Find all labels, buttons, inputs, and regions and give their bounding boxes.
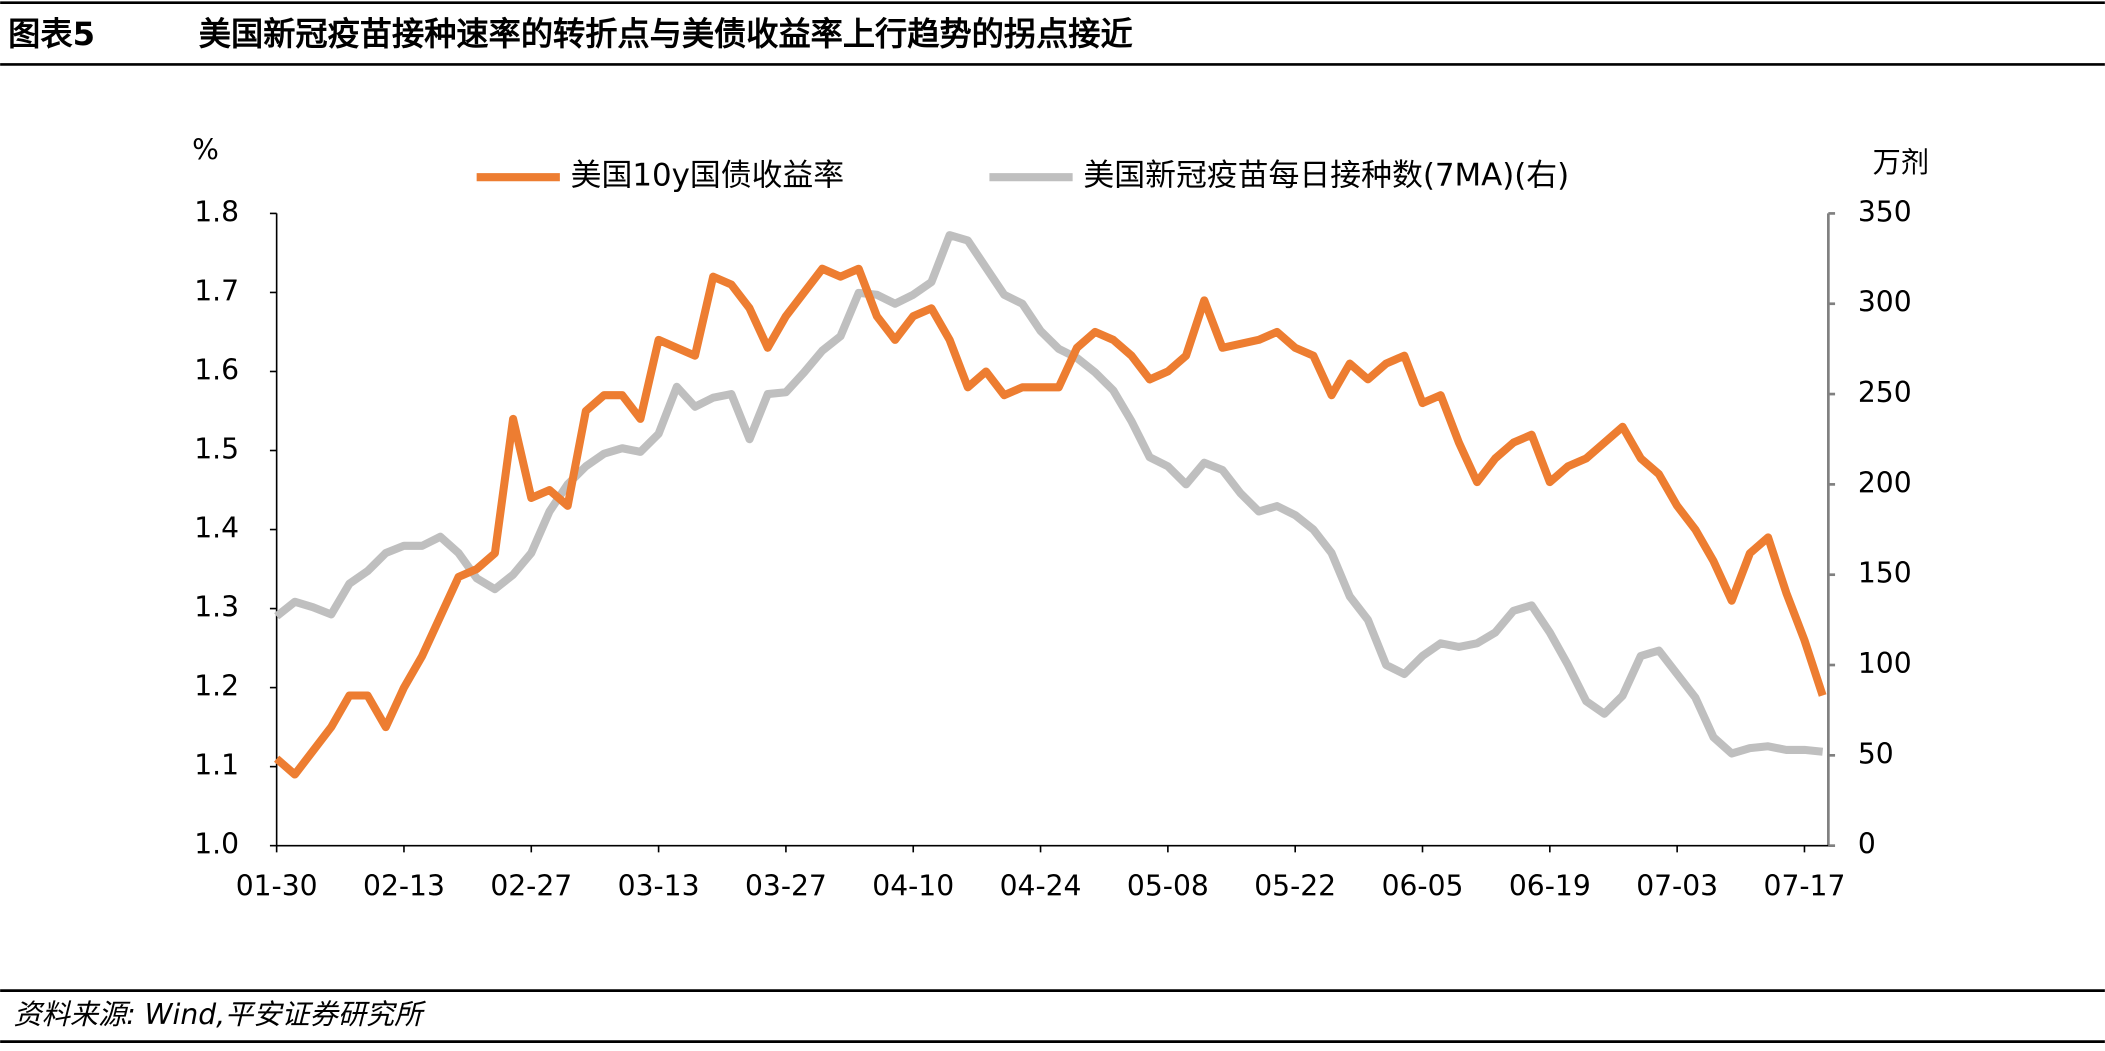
y2-tick-label: 150 (1858, 557, 1912, 590)
x-tick-label: 03-13 (618, 869, 700, 902)
x-tick-label: 07-03 (1636, 869, 1718, 902)
x-tick-label: 02-13 (363, 869, 445, 902)
x-tick-label: 06-05 (1382, 869, 1464, 902)
x-tick-label: 04-24 (1000, 869, 1082, 902)
y-tick-label: 1.8 (194, 195, 239, 228)
x-tick-label: 05-08 (1127, 869, 1209, 902)
y2-tick-label: 50 (1858, 737, 1894, 770)
y2-axis-unit: 万剂 (1873, 146, 1929, 179)
y-tick-label: 1.6 (194, 353, 239, 386)
x-tick-label: 04-10 (872, 869, 954, 902)
x-tick-label: 03-27 (745, 869, 827, 902)
figure-title: 美国新冠疫苗接种速率的转折点与美债收益率上行趋势的拐点接近 (199, 15, 1133, 53)
y2-tick-label: 300 (1858, 286, 1912, 319)
y-tick-label: 1.1 (194, 749, 239, 782)
y-tick-label: 1.3 (194, 591, 239, 624)
legend-label: 美国10y国债收益率 (571, 158, 845, 194)
x-tick-label: 05-22 (1254, 869, 1336, 902)
y-tick-label: 1.4 (194, 512, 239, 545)
series-line (274, 264, 1827, 779)
y-tick-label: 1.7 (194, 274, 239, 307)
x-tick-label: 07-17 (1764, 869, 1846, 902)
y2-tick-label: 200 (1858, 466, 1912, 499)
source-note: 资料来源: Wind,平安证券研究所 (14, 998, 427, 1031)
y2-tick-label: 100 (1858, 647, 1912, 680)
y-tick-label: 1.2 (194, 670, 239, 703)
x-tick-label: 02-27 (490, 869, 572, 902)
y2-tick-label: 350 (1858, 195, 1912, 228)
y2-tick-label: 0 (1858, 828, 1876, 861)
y2-tick-label: 250 (1858, 376, 1912, 409)
y-tick-label: 1.0 (194, 828, 239, 861)
y-tick-label: 1.5 (194, 433, 239, 466)
figure-number: 图表5 (8, 15, 95, 53)
series-line (274, 231, 1824, 758)
legend-label: 美国新冠疫苗每日接种数(7MA)(右) (1083, 158, 1569, 194)
y-axis-unit: % (192, 134, 219, 167)
x-tick-label: 01-30 (236, 869, 318, 902)
x-tick-label: 06-19 (1509, 869, 1591, 902)
